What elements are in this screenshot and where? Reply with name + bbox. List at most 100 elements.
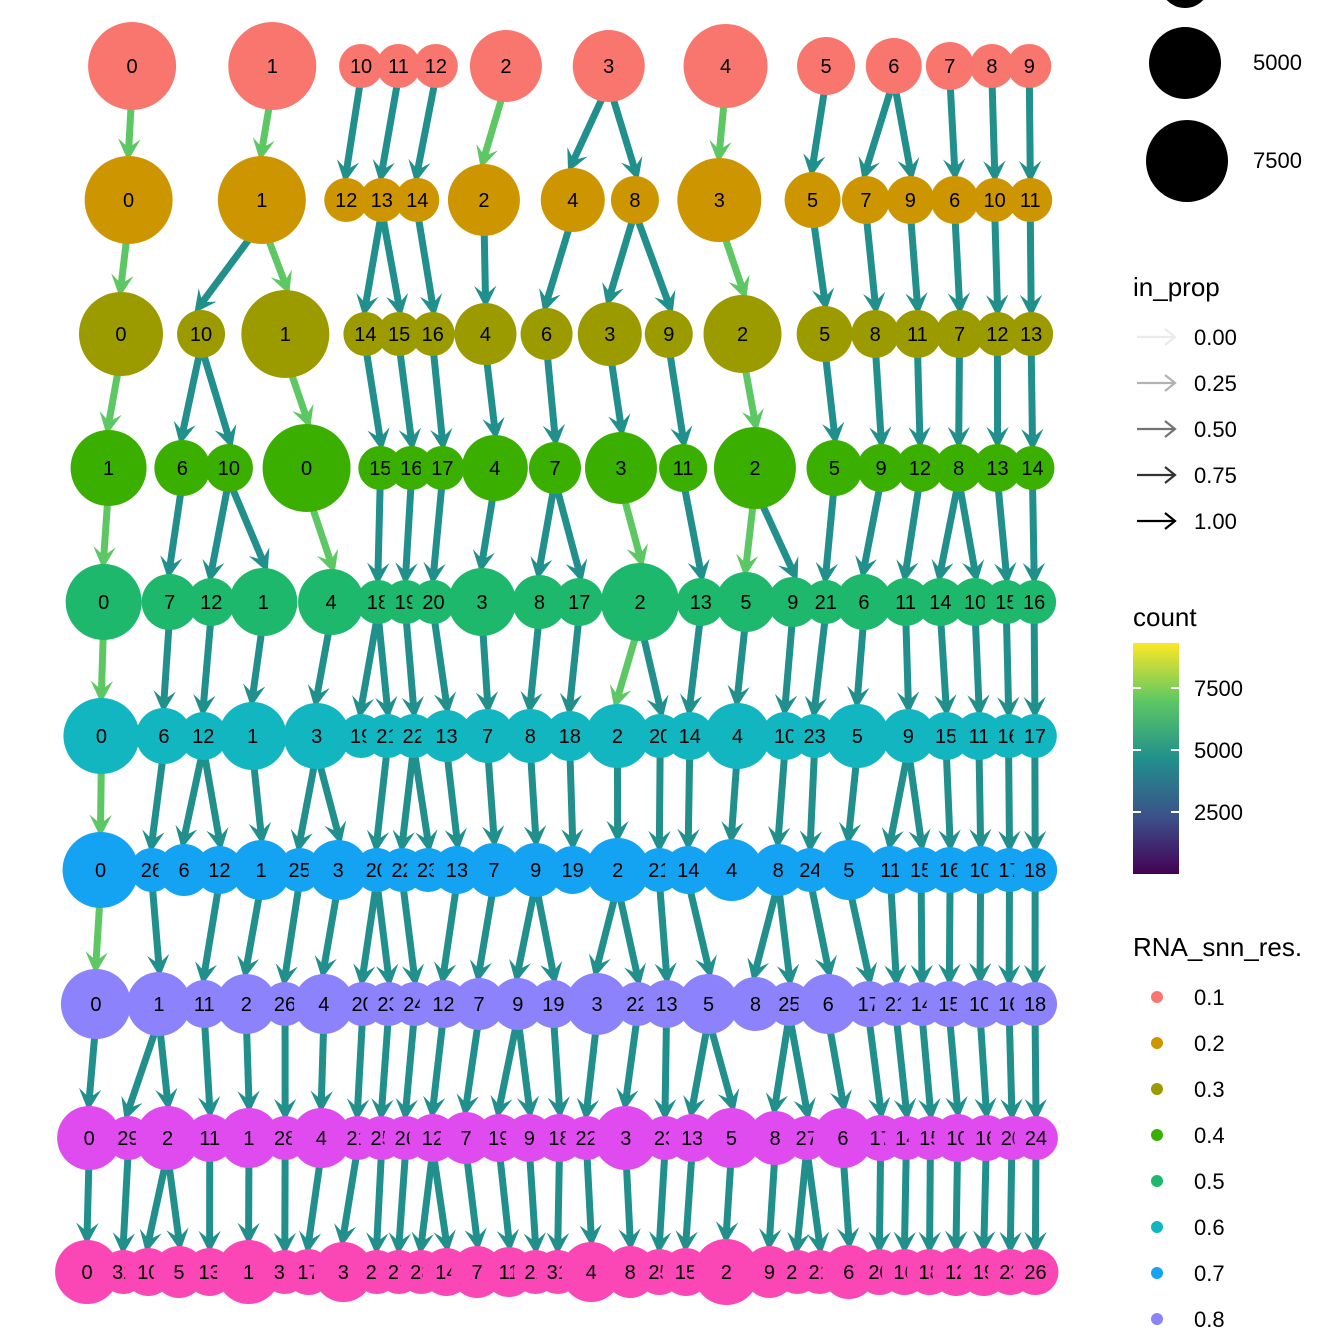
transition-edge bbox=[654, 880, 677, 986]
transition-edge bbox=[997, 612, 1020, 720]
transition-edge bbox=[520, 615, 543, 715]
cluster-node-label: 16 bbox=[939, 860, 961, 882]
transition-edge bbox=[371, 1014, 394, 1122]
cluster-node-label: 5 bbox=[843, 860, 854, 882]
transition-edge bbox=[938, 881, 961, 987]
cluster-node-label: 5 bbox=[173, 1262, 184, 1284]
transition-edge bbox=[395, 344, 422, 452]
resolution-legend-dot bbox=[1151, 1129, 1163, 1141]
transition-edge bbox=[904, 749, 931, 853]
cluster-node-label: 7 bbox=[164, 592, 175, 614]
transition-edge bbox=[430, 612, 457, 716]
cluster-node bbox=[678, 974, 739, 1034]
cluster-node bbox=[561, 1242, 622, 1302]
cluster-node-label: 0 bbox=[127, 56, 138, 78]
transition-edge bbox=[1000, 1014, 1023, 1122]
cluster-node bbox=[566, 973, 629, 1035]
cluster-node-label: 5 bbox=[807, 190, 818, 212]
cluster-node-label: 12 bbox=[909, 458, 931, 480]
cluster-node-label: 19 bbox=[542, 994, 564, 1016]
transition-edge bbox=[918, 1148, 941, 1255]
cluster-node bbox=[453, 978, 506, 1030]
cluster-node-label: 1 bbox=[258, 592, 269, 614]
cluster-node-label: 4 bbox=[567, 190, 578, 212]
transition-edge bbox=[142, 749, 168, 854]
resolution-legend-label: 0.5 bbox=[1194, 1169, 1225, 1194]
cluster-node-label: 1 bbox=[280, 324, 291, 346]
cluster-node bbox=[126, 972, 191, 1036]
cluster-node bbox=[767, 577, 818, 627]
cluster-node bbox=[969, 44, 1014, 88]
transition-edge bbox=[905, 211, 928, 316]
cluster-node-label: 10 bbox=[969, 994, 991, 1016]
transition-edge bbox=[994, 479, 1017, 586]
cluster-node-label: 13 bbox=[1020, 324, 1042, 346]
cluster-node bbox=[676, 578, 725, 626]
transition-edge bbox=[523, 749, 547, 849]
transition-edge bbox=[112, 1148, 136, 1256]
transition-edge bbox=[865, 1015, 891, 1121]
cluster-node bbox=[555, 578, 604, 626]
resolution-legend-dot bbox=[1151, 991, 1163, 1003]
cluster-node-label: 11 bbox=[673, 458, 694, 480]
cluster-node-label: 10 bbox=[984, 190, 1006, 212]
transition-edge bbox=[551, 480, 588, 583]
cluster-node bbox=[806, 440, 863, 496]
cluster-node-label: 8 bbox=[534, 592, 545, 614]
cluster-node-label: 17 bbox=[568, 592, 590, 614]
transition-edge bbox=[408, 76, 440, 183]
cluster-node bbox=[420, 446, 465, 490]
cluster-node bbox=[1009, 312, 1054, 356]
transition-edge bbox=[858, 78, 898, 181]
cluster-node bbox=[231, 840, 292, 900]
transition-edge bbox=[799, 746, 823, 854]
cluster-node bbox=[70, 430, 147, 506]
cluster-node bbox=[1012, 1249, 1059, 1295]
cluster-node-label: 0 bbox=[96, 726, 107, 748]
cluster-node-label: 2 bbox=[634, 592, 645, 614]
transition-edge bbox=[225, 478, 270, 573]
cluster-node-label: 21 bbox=[815, 592, 837, 614]
cluster-node-label: 11 bbox=[194, 994, 215, 1016]
cluster-node bbox=[925, 42, 974, 90]
cluster-node bbox=[283, 703, 350, 769]
cluster-node-label: 8 bbox=[629, 190, 640, 212]
cluster-node-label: 1 bbox=[153, 994, 164, 1016]
cluster-node bbox=[865, 38, 922, 94]
transition-edge bbox=[602, 210, 639, 307]
transition-edge bbox=[896, 613, 920, 715]
cluster-node-label: 6 bbox=[177, 458, 188, 480]
cluster-node bbox=[298, 569, 365, 635]
transition-edge bbox=[374, 612, 398, 720]
cluster-node-label: 11 bbox=[388, 56, 409, 78]
cluster-node-label: 3 bbox=[604, 324, 615, 346]
transition-edge bbox=[616, 1014, 641, 1112]
cluster-node bbox=[659, 444, 708, 492]
cluster-node bbox=[520, 308, 573, 360]
transition-edge bbox=[197, 344, 237, 449]
cluster-node bbox=[508, 843, 563, 897]
cluster-node-label: 15 bbox=[388, 324, 410, 346]
cluster-node bbox=[934, 444, 983, 492]
cluster-node bbox=[812, 1108, 873, 1168]
transition-edge bbox=[942, 77, 966, 182]
in-prop-label-1: 0.25 bbox=[1194, 371, 1237, 396]
cluster-node bbox=[377, 312, 422, 356]
cluster-node-label: 4 bbox=[732, 726, 743, 748]
resolution-legend-label: 0.1 bbox=[1194, 985, 1225, 1010]
cluster-node bbox=[448, 568, 517, 636]
cluster-node bbox=[703, 295, 782, 373]
cluster-node bbox=[818, 840, 879, 900]
transition-edge bbox=[352, 612, 382, 720]
transition-edge bbox=[1018, 76, 1042, 184]
cluster-node bbox=[343, 312, 388, 356]
cluster-node-label: 3 bbox=[333, 860, 344, 882]
cluster-node bbox=[529, 980, 578, 1028]
transition-edge bbox=[367, 478, 390, 586]
transition-edge bbox=[490, 1016, 522, 1119]
colorbar-tick-right bbox=[1171, 749, 1179, 751]
transition-edge bbox=[153, 615, 176, 714]
cluster-node bbox=[195, 846, 244, 894]
resolution-legend-title: RNA_snn_res. bbox=[1133, 932, 1303, 962]
cluster-node bbox=[218, 702, 287, 770]
